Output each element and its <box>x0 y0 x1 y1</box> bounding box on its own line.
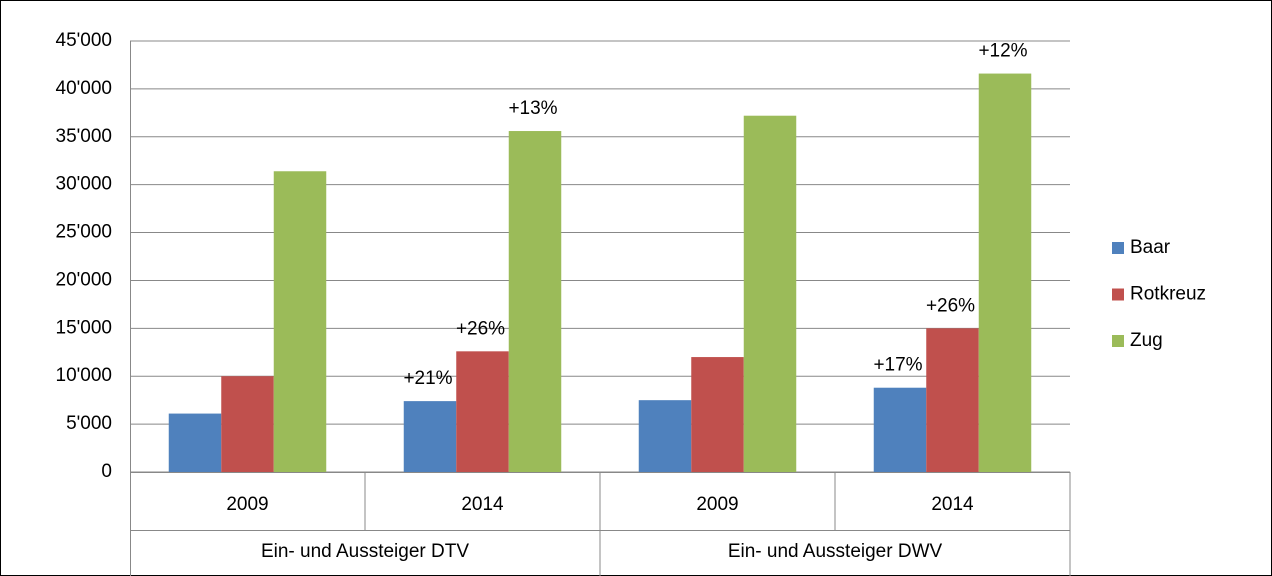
x-tick-label: 2014 <box>461 494 504 515</box>
annotation: +21% <box>403 368 452 389</box>
annotation: +17% <box>873 355 922 376</box>
y-tick-label: 20'000 <box>56 269 112 290</box>
group-label: Ein- und Aussteiger DWV <box>728 541 943 562</box>
y-tick-label: 40'000 <box>56 78 112 99</box>
bar <box>978 73 1032 472</box>
legend-swatch <box>1112 335 1124 347</box>
y-tick-label: 35'000 <box>56 126 112 147</box>
legend-swatch <box>1112 242 1124 254</box>
x-tick-label: 2009 <box>226 494 268 515</box>
legend-swatch <box>1112 288 1124 301</box>
y-tick-label: 25'000 <box>56 222 112 243</box>
bar <box>403 401 457 472</box>
annotation: +13% <box>508 98 557 119</box>
bar <box>926 328 979 472</box>
bar <box>638 400 692 472</box>
bar <box>221 376 274 472</box>
y-tick-label: 45'000 <box>56 30 112 51</box>
bar <box>691 357 744 472</box>
y-tick-label: 30'000 <box>56 174 112 195</box>
annotation: +26% <box>456 318 505 339</box>
group-label: Ein- und Aussteiger DTV <box>261 541 469 562</box>
legend-label: Rotkreuz <box>1130 284 1206 305</box>
y-tick-label: 15'000 <box>56 317 112 338</box>
bar <box>273 171 327 472</box>
y-tick-label: 5'000 <box>66 413 112 434</box>
x-tick-label: 2014 <box>931 494 974 515</box>
y-tick-label: 0 <box>101 461 112 482</box>
bar <box>508 131 562 472</box>
x-tick-label: 2009 <box>696 494 738 515</box>
bar <box>873 387 927 472</box>
legend-label: Zug <box>1130 330 1163 351</box>
bar <box>168 413 222 472</box>
bar <box>456 351 509 472</box>
annotation: +12% <box>978 41 1027 62</box>
y-tick-label: 10'000 <box>56 365 112 386</box>
bar <box>743 115 797 472</box>
annotation: +26% <box>926 295 975 316</box>
legend-label: Baar <box>1130 237 1171 258</box>
